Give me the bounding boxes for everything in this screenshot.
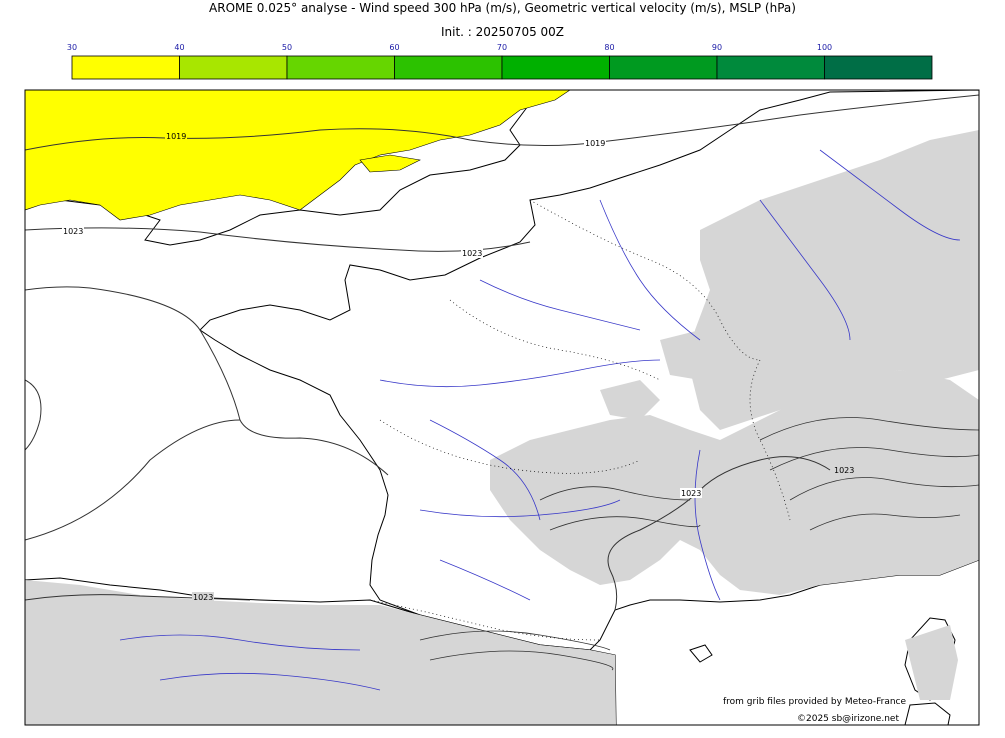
jet-wind-area <box>25 90 571 221</box>
init-time: Init. : 20250705 00Z <box>440 25 565 39</box>
source-credit: from grib files provided by Meteo-France <box>723 697 907 707</box>
isobar-label: 1019 <box>166 132 186 141</box>
chart-title: AROME 0.025° analyse - Wind speed 300 hP… <box>209 1 796 15</box>
rivers <box>119 149 961 691</box>
isobar-label: 1023 <box>63 227 83 236</box>
isobar-label: 1019 <box>585 139 605 148</box>
colorbar-segment <box>824 55 933 80</box>
colorbar-tick-label: 50 <box>282 43 292 52</box>
colorbar-tick-label: 40 <box>174 43 184 52</box>
landmass-sardinia <box>904 702 951 725</box>
map-frame <box>24 89 980 726</box>
isobar-label: 1023 <box>834 466 854 475</box>
colorbar: 30 40 50 60 70 80 90 100 <box>67 43 933 80</box>
landmass-mallorca <box>689 644 713 663</box>
colorbar-tick-label: 90 <box>712 43 722 52</box>
isobar-label: 1023 <box>681 489 701 498</box>
colorbar-tick-label: 30 <box>67 43 77 52</box>
colorbar-tick-label: 80 <box>604 43 614 52</box>
borders <box>369 199 791 641</box>
copyright-credit: ©2025 sb@irizone.net <box>797 714 899 724</box>
colorbar-tick-label: 60 <box>389 43 399 52</box>
colorbar-tick-label: 70 <box>497 43 507 52</box>
isobar-labels: 1019 1019 1023 1023 1023 1023 1023 <box>62 131 855 602</box>
relief-shading <box>25 130 979 725</box>
isobar-label: 1023 <box>462 249 482 258</box>
colorbar-tick-label: 100 <box>817 43 832 52</box>
relief-contours <box>419 417 979 671</box>
jet-wind-area-2 <box>359 154 421 173</box>
isobar-label: 1023 <box>193 593 213 602</box>
